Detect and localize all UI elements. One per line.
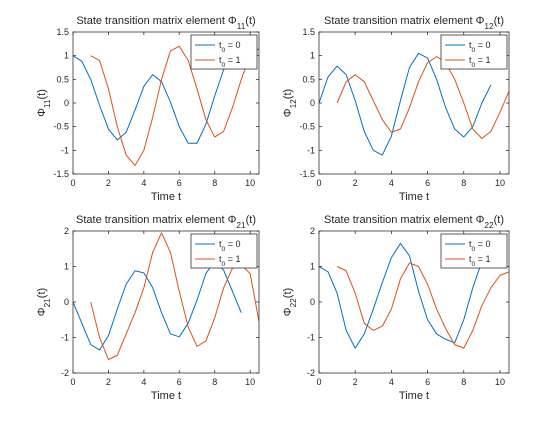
x-tick-label: 2 bbox=[353, 377, 358, 387]
chart-phi21: 0 2 4 6 8 10 -2 -1 0 1 2 State transition matrix el… bbox=[36, 214, 259, 402]
y-axis-label: Φ21(t) bbox=[36, 288, 52, 316]
x-tick-label: 4 bbox=[141, 178, 146, 188]
y-tick-label: -1 bbox=[307, 333, 315, 343]
y-tick-label: -1.5 bbox=[53, 169, 69, 179]
y-tick-label: 0.5 bbox=[302, 74, 315, 84]
y-tick-label: -2 bbox=[307, 368, 315, 378]
x-tick-label: 8 bbox=[212, 178, 217, 188]
y-tick-label: 0.5 bbox=[56, 74, 69, 84]
y-tick-label: 1 bbox=[64, 262, 69, 272]
legend: t0 = 0t0 = 1 bbox=[441, 234, 507, 268]
y-tick-label: 1 bbox=[310, 51, 315, 61]
x-tick-label: 8 bbox=[212, 377, 217, 387]
x-axis-label: Time t bbox=[151, 390, 181, 402]
chart-title: State transition matrix element Φ12(t) bbox=[324, 15, 504, 31]
y-tick-label: 1 bbox=[64, 51, 69, 61]
y-axis-label: Φ11(t) bbox=[36, 89, 52, 117]
y-tick-label: -1.5 bbox=[299, 169, 315, 179]
x-tick-label: 10 bbox=[245, 178, 255, 188]
y-axis-label: Φ22(t) bbox=[282, 288, 298, 316]
x-tick-label: 4 bbox=[389, 178, 394, 188]
x-tick-label: 0 bbox=[70, 377, 75, 387]
y-tick-label: -1 bbox=[61, 145, 69, 155]
legend: t0 = 0t0 = 1 bbox=[441, 35, 507, 69]
x-tick-label: 6 bbox=[425, 377, 430, 387]
y-tick-label: -2 bbox=[61, 368, 69, 378]
y-tick-label: 0 bbox=[64, 98, 69, 108]
x-axis-label: Time t bbox=[399, 390, 429, 402]
y-tick-label: -1 bbox=[307, 145, 315, 155]
x-tick-label: 4 bbox=[141, 377, 146, 387]
x-tick-label: 2 bbox=[106, 178, 111, 188]
y-tick-label: 1.5 bbox=[56, 27, 69, 37]
y-tick-label: 1.5 bbox=[302, 27, 315, 37]
x-tick-label: 8 bbox=[461, 377, 466, 387]
x-tick-label: 10 bbox=[495, 377, 505, 387]
legend: t0 = 0t0 = 1 bbox=[191, 234, 257, 268]
y-tick-label: -0.5 bbox=[53, 122, 69, 132]
x-tick-label: 0 bbox=[70, 178, 75, 188]
x-tick-label: 10 bbox=[495, 178, 505, 188]
y-tick-label: 0 bbox=[310, 98, 315, 108]
y-tick-label: -0.5 bbox=[299, 122, 315, 132]
y-tick-label: 0 bbox=[64, 297, 69, 307]
x-tick-label: 2 bbox=[353, 178, 358, 188]
x-tick-label: 8 bbox=[461, 178, 466, 188]
y-tick-label: -1 bbox=[61, 333, 69, 343]
y-tick-label: 0 bbox=[310, 297, 315, 307]
x-tick-label: 2 bbox=[106, 377, 111, 387]
y-tick-label: 2 bbox=[310, 226, 315, 236]
y-axis-label: Φ12(t) bbox=[282, 89, 298, 117]
x-tick-label: 0 bbox=[316, 178, 321, 188]
chart-phi11: 0 2 4 6 8 10 -1.5 -1 -0.5 0 0.5 1 1.5 State transitio… bbox=[36, 15, 259, 203]
chart-phi22: 0 2 4 6 8 10 -2 -1 0 1 2 State transition matrix el… bbox=[282, 214, 509, 402]
x-tick-label: 0 bbox=[316, 377, 321, 387]
x-axis-label: Time t bbox=[399, 191, 429, 203]
chart-phi12: 0 2 4 6 8 10 -1.5 -1 -0.5 0 0.5 1 1.5 State transitio… bbox=[282, 15, 509, 203]
x-tick-label: 10 bbox=[245, 377, 255, 387]
x-tick-label: 4 bbox=[389, 377, 394, 387]
x-axis-label: Time t bbox=[151, 191, 181, 203]
x-tick-label: 6 bbox=[425, 178, 430, 188]
y-tick-label: 1 bbox=[310, 262, 315, 272]
chart-title: State transition matrix element Φ21(t) bbox=[76, 214, 256, 230]
x-tick-label: 6 bbox=[177, 377, 182, 387]
y-tick-label: 2 bbox=[64, 226, 69, 236]
x-tick-label: 6 bbox=[177, 178, 182, 188]
chart-title: State transition matrix element Φ22(t) bbox=[324, 214, 504, 230]
legend: t0 = 0t0 = 1 bbox=[191, 35, 257, 69]
chart-title: State transition matrix element Φ11(t) bbox=[76, 15, 255, 31]
